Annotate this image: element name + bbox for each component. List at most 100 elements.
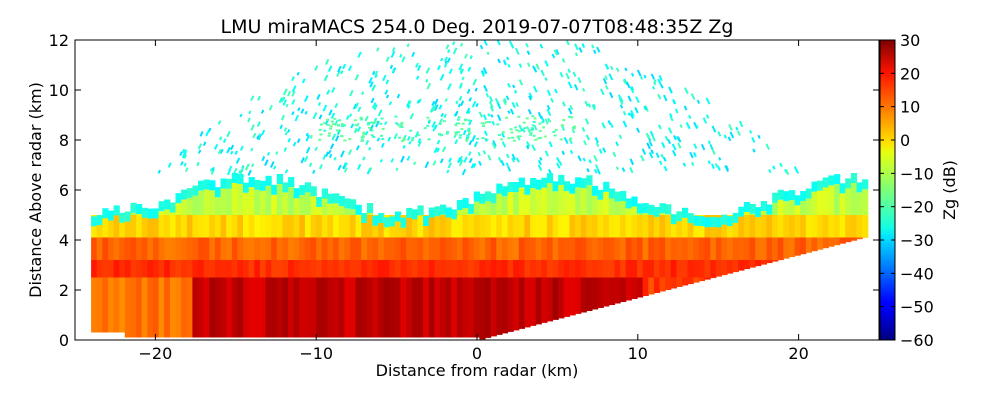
reflectivity-cell [693,237,700,260]
reflectivity-cell [259,190,267,215]
reflectivity-cell [338,205,345,215]
reflectivity-cell [440,215,447,238]
echo-speckle [226,130,231,138]
echo-speckle [347,65,353,72]
echo-speckle [291,99,296,105]
echo-speckle [442,120,446,123]
echo-speckle [283,147,288,152]
reflectivity-cell [147,215,154,238]
reflectivity-cell [653,237,661,260]
reflectivity-cell [344,277,351,338]
echo-speckle [427,138,431,141]
reflectivity-cell [428,277,435,338]
reflectivity-cell [732,237,739,260]
reflectivity-cell [563,277,570,317]
echo-speckle [569,104,574,111]
reflectivity-cell [411,260,419,278]
reflectivity-cell [856,192,863,215]
echo-speckle [375,120,380,128]
reflectivity-cell [727,216,734,227]
reflectivity-cell [625,208,632,215]
reflectivity-cell [800,191,807,201]
reflectivity-cell [625,277,632,301]
reflectivity-cell [546,277,554,322]
echo-speckle [455,100,459,105]
reflectivity-cell [732,215,739,238]
reflectivity-cell [575,260,582,278]
echo-speckle [487,154,492,161]
reflectivity-cell [293,237,300,260]
echo-speckle [248,110,252,115]
echo-speckle [337,65,342,73]
reflectivity-cell [603,237,610,260]
echo-speckle [505,153,510,159]
reflectivity-cell [271,260,278,278]
echo-speckle [454,110,459,117]
reflectivity-cell [237,215,244,238]
reflectivity-cell [316,260,323,278]
reflectivity-cell [96,215,103,226]
echo-speckle [333,117,337,120]
reflectivity-cell [828,215,835,238]
echo-speckle [526,141,531,148]
echo-speckle [528,92,533,99]
echo-speckle [390,158,395,163]
reflectivity-cell [704,237,711,260]
reflectivity-cell [743,260,751,270]
echo-speckle [593,49,597,54]
echo-speckle [370,129,374,132]
echo-speckle [707,140,712,145]
reflectivity-cell [108,215,115,238]
echo-speckle [661,142,666,149]
echo-speckle [459,82,463,87]
reflectivity-cell [513,192,520,215]
reflectivity-cell [355,237,362,260]
reflectivity-cell [310,277,317,338]
reflectivity-cell [299,237,306,260]
reflectivity-cell [614,191,621,202]
reflectivity-cell [665,260,672,278]
echo-speckle [454,133,458,136]
reflectivity-cell [586,260,593,278]
echo-speckle [367,122,371,124]
reflectivity-cell [282,237,289,260]
reflectivity-cell [304,260,312,278]
y-tick-label: 12 [49,31,69,50]
reflectivity-cell [198,237,205,260]
reflectivity-cell [648,260,655,278]
echo-speckle [491,120,496,126]
reflectivity-cell [282,182,289,193]
echo-speckle [387,136,392,142]
reflectivity-cell [631,206,638,215]
reflectivity-cell [327,203,334,215]
echo-speckle [283,88,288,96]
echo-speckle [406,155,411,161]
echo-speckle [480,122,484,125]
echo-speckle [322,104,328,112]
echo-speckle [488,121,492,124]
reflectivity-cell [670,214,677,225]
reflectivity-cell [243,237,250,260]
echo-speckle [291,76,295,82]
reflectivity-cell [698,216,706,227]
echo-speckle [584,100,589,107]
reflectivity-cell [355,260,362,278]
reflectivity-cell [468,215,475,238]
reflectivity-cell [214,215,222,238]
reflectivity-cell [676,260,683,278]
echo-speckle [406,43,410,48]
reflectivity-cell [653,277,661,293]
reflectivity-cell [501,237,509,260]
reflectivity-cell [755,260,762,267]
echo-speckle [532,120,536,123]
echo-speckle [384,121,388,126]
reflectivity-cell [535,237,542,260]
echo-speckle [328,149,332,155]
echo-speckle [308,162,313,168]
reflectivity-cell [659,237,666,260]
echo-speckle [391,46,396,53]
reflectivity-cell [169,202,177,213]
echo-speckle [658,160,663,166]
echo-speckle [222,138,227,143]
reflectivity-cell [113,277,120,333]
